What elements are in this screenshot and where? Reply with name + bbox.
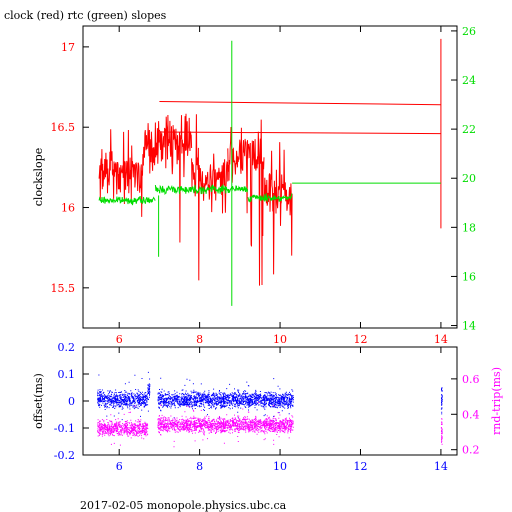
rndtrip-points — [157, 402, 294, 448]
slope-y-axis-label: clockslope — [32, 148, 45, 206]
y-tick-label: 17 — [61, 41, 75, 54]
y-tick-label: 0.1 — [58, 368, 76, 381]
slope-panel: 6 8 10 12 14 15.5 16 16.5 17 14 16 18 20 22 24 26 clock… — [32, 25, 476, 346]
y-right-tick-label: 26 — [462, 25, 476, 38]
offset-panel: 6 8 10 12 14 -0.2 -0.1 0 0.1 0.2 0.2 0.4 0.6 offset(… — [32, 341, 503, 473]
chart-title: clock (red) rtc (green) slopes — [4, 9, 167, 22]
footer-caption: 2017-02-05 monopole.physics.ubc.ca — [80, 499, 287, 512]
x-tick-label: 12 — [353, 333, 367, 346]
clock-trace — [98, 129, 144, 217]
x-tick-label: 8 — [196, 333, 203, 346]
y-tick-label: 0 — [68, 395, 75, 408]
offset-points — [97, 374, 149, 421]
y-right-tick-label: 0.2 — [462, 444, 480, 457]
x-tick-label: 10 — [273, 460, 287, 473]
rndtrip-y-axis-label: rnd-trip(ms) — [490, 367, 503, 435]
offset-points — [157, 377, 294, 424]
rtc-series — [98, 40, 441, 306]
x-tick-label: 10 — [273, 333, 287, 346]
y-tick-label: 15.5 — [51, 282, 76, 295]
offset-points — [147, 371, 151, 412]
clock-line — [159, 101, 441, 106]
clock-line — [159, 131, 441, 135]
clock-trace — [263, 142, 293, 275]
y-right-tick-label: 18 — [462, 221, 476, 234]
y-right-tick-label: 20 — [462, 172, 476, 185]
offset-panel-ticks: 6 8 10 12 14 -0.2 -0.1 0 0.1 0.2 0.2 0.4 0.6 — [54, 341, 480, 473]
x-tick-label: 14 — [434, 333, 448, 346]
offset-y-axis-label: offset(ms) — [32, 373, 45, 429]
offset-series — [97, 371, 443, 432]
slope-panel-ticks: 6 8 10 12 14 15.5 16 16.5 17 14 16 18 20 22 24 26 — [51, 25, 477, 346]
clock-trace — [158, 113, 193, 243]
rndtrip-points — [440, 418, 443, 445]
x-tick-label: 12 — [353, 460, 367, 473]
x-tick-label: 6 — [116, 460, 123, 473]
y-tick-label: -0.2 — [54, 449, 75, 462]
clock-trace — [191, 114, 229, 281]
slope-panel-frame — [82, 25, 458, 329]
x-tick-label: 14 — [434, 460, 448, 473]
y-right-tick-label: 0.6 — [462, 373, 480, 386]
y-tick-label: 16 — [61, 202, 75, 215]
rtc-trace — [247, 193, 293, 203]
y-tick-label: 16.5 — [51, 121, 76, 134]
y-right-tick-label: 22 — [462, 123, 476, 136]
rtc-trace — [98, 195, 156, 206]
y-right-tick-label: 0.4 — [462, 408, 480, 421]
y-right-tick-label: 24 — [462, 74, 476, 87]
y-tick-label: -0.1 — [54, 422, 75, 435]
offset-points — [440, 387, 443, 432]
y-right-tick-label: 14 — [462, 320, 476, 333]
y-right-tick-label: 16 — [462, 270, 476, 283]
x-tick-label: 6 — [116, 333, 123, 346]
clock-trace — [142, 121, 160, 174]
rndtrip-points — [97, 405, 149, 446]
x-tick-label: 8 — [196, 460, 203, 473]
rndtrip-series — [97, 402, 443, 448]
clock-trace — [227, 119, 265, 286]
clock-series — [98, 38, 442, 286]
y-tick-label: 0.2 — [58, 341, 76, 354]
